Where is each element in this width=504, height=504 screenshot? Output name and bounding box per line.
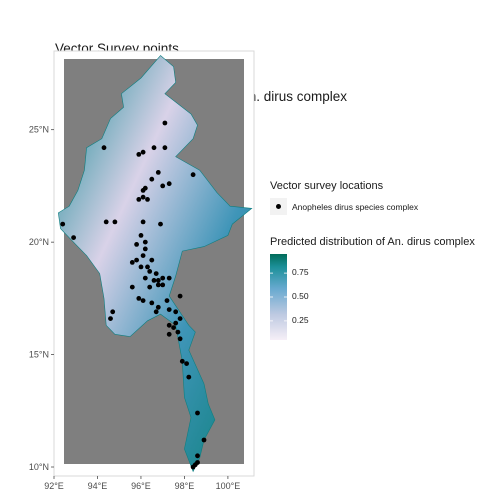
survey-point xyxy=(175,329,181,335)
point-key-dot-icon xyxy=(276,204,281,209)
survey-point xyxy=(153,309,159,315)
y-tick-label: 20°N xyxy=(29,237,49,247)
y-tick-label: 25°N xyxy=(29,125,49,135)
survey-point xyxy=(155,170,161,175)
survey-point xyxy=(140,253,146,258)
survey-point xyxy=(149,300,155,306)
survey-point xyxy=(162,120,168,126)
survey-point xyxy=(140,149,146,155)
survey-point xyxy=(160,282,166,288)
survey-point xyxy=(151,278,157,283)
survey-point xyxy=(158,221,163,227)
survey-point xyxy=(142,246,148,252)
survey-point xyxy=(147,284,153,290)
predicted-distribution-raster xyxy=(57,55,253,473)
survey-point xyxy=(192,462,198,468)
survey-point xyxy=(129,284,135,290)
survey-point xyxy=(149,257,155,263)
survey-point xyxy=(162,145,168,151)
survey-point xyxy=(155,278,161,283)
survey-point xyxy=(173,320,179,326)
survey-point xyxy=(110,309,116,315)
x-tick-label: 100°E xyxy=(216,481,241,491)
y-axis: 10°N 15°N 20°N 25°N xyxy=(29,125,54,472)
survey-point xyxy=(147,269,153,274)
survey-point xyxy=(145,264,150,270)
survey-point xyxy=(136,296,142,301)
survey-point xyxy=(171,325,177,330)
survey-point xyxy=(201,437,207,443)
survey-point xyxy=(173,309,179,315)
survey-point xyxy=(160,183,166,189)
survey-point xyxy=(184,361,190,366)
y-tick-label: 10°N xyxy=(29,462,49,472)
survey-point xyxy=(142,239,148,245)
survey-point xyxy=(136,152,142,157)
survey-point xyxy=(140,219,146,225)
survey-point xyxy=(190,172,196,178)
survey-point xyxy=(136,197,142,202)
y-tick-label: 15°N xyxy=(29,350,49,360)
survey-point xyxy=(108,316,113,321)
colorbar-tick-label: 0.25 xyxy=(292,314,309,325)
colorbar xyxy=(270,254,287,340)
colorbar-tick-label: 0.50 xyxy=(292,291,309,301)
points-legend-key: Anopheles dirus species complex xyxy=(270,198,418,215)
survey-point xyxy=(134,242,140,247)
survey-point xyxy=(140,188,146,193)
survey-point xyxy=(140,194,146,200)
points-legend-title: Vector survey locations xyxy=(270,180,384,192)
country-landmass xyxy=(57,55,253,473)
survey-point xyxy=(145,197,150,202)
survey-point xyxy=(153,271,159,276)
survey-point xyxy=(129,260,135,265)
survey-point xyxy=(103,219,109,225)
survey-point xyxy=(177,336,183,342)
survey-point xyxy=(166,275,172,281)
survey-point xyxy=(164,298,170,303)
points-legend: Vector survey locations Anopheles dirus … xyxy=(270,180,418,215)
fill-legend-title: Predicted distribution of An. dirus comp… xyxy=(270,236,475,248)
x-tick-label: 92°E xyxy=(44,481,64,491)
survey-point xyxy=(138,233,144,238)
survey-point xyxy=(160,275,166,281)
survey-point xyxy=(195,453,200,459)
survey-point xyxy=(166,322,172,328)
survey-point xyxy=(166,331,172,337)
survey-point xyxy=(101,145,107,151)
points-legend-label: Anopheles dirus species complex xyxy=(292,201,419,212)
survey-point xyxy=(166,307,172,312)
survey-point xyxy=(179,358,185,364)
survey-point xyxy=(71,235,76,241)
x-tick-label: 98°E xyxy=(175,481,195,491)
survey-point xyxy=(177,293,183,299)
x-tick-label: 94°E xyxy=(88,481,108,491)
survey-point xyxy=(149,176,155,182)
survey-point xyxy=(112,219,118,225)
x-axis: 92°E 94°E 96°E 98°E 100°E xyxy=(44,476,240,491)
survey-points xyxy=(60,120,207,470)
survey-point xyxy=(151,145,157,151)
colorbar-tick-label: 0.75 xyxy=(292,267,309,278)
survey-point xyxy=(138,264,144,270)
survey-point xyxy=(166,181,172,187)
survey-point xyxy=(60,221,66,227)
fill-legend: Predicted distribution of An. dirus comp… xyxy=(270,236,475,248)
survey-point xyxy=(186,374,192,380)
survey-point xyxy=(155,304,161,310)
survey-point xyxy=(140,298,146,303)
survey-point xyxy=(142,275,148,281)
survey-point xyxy=(177,316,183,321)
point-key-swatch xyxy=(270,198,287,215)
survey-point xyxy=(195,410,200,416)
survey-point xyxy=(155,282,161,288)
survey-point xyxy=(134,257,140,263)
x-tick-label: 96°E xyxy=(131,481,151,491)
